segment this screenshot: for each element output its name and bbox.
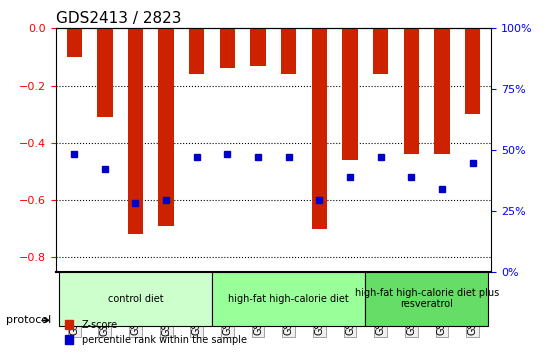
Text: GDS2413 / 2823: GDS2413 / 2823: [56, 11, 181, 26]
Bar: [158, 28, 174, 226]
Bar: [281, 28, 296, 74]
Bar: [189, 28, 204, 74]
Bar: [251, 28, 266, 65]
Bar: [403, 28, 419, 154]
Bar: [312, 28, 327, 229]
Bar: [128, 28, 143, 234]
Text: control diet: control diet: [108, 294, 163, 304]
Text: protocol: protocol: [6, 315, 51, 325]
Bar: [465, 28, 480, 114]
Bar: [66, 28, 82, 57]
Bar: [434, 28, 450, 154]
Bar: [97, 28, 113, 117]
FancyBboxPatch shape: [365, 272, 488, 326]
Bar: [220, 28, 235, 68]
Text: high-fat high-calorie diet: high-fat high-calorie diet: [228, 294, 349, 304]
Legend: Z-score, percentile rank within the sample: Z-score, percentile rank within the samp…: [61, 316, 251, 349]
FancyBboxPatch shape: [59, 272, 212, 326]
Bar: [373, 28, 388, 74]
Bar: [343, 28, 358, 160]
FancyBboxPatch shape: [212, 272, 365, 326]
Text: high-fat high-calorie diet plus
resveratrol: high-fat high-calorie diet plus resverat…: [354, 288, 499, 309]
